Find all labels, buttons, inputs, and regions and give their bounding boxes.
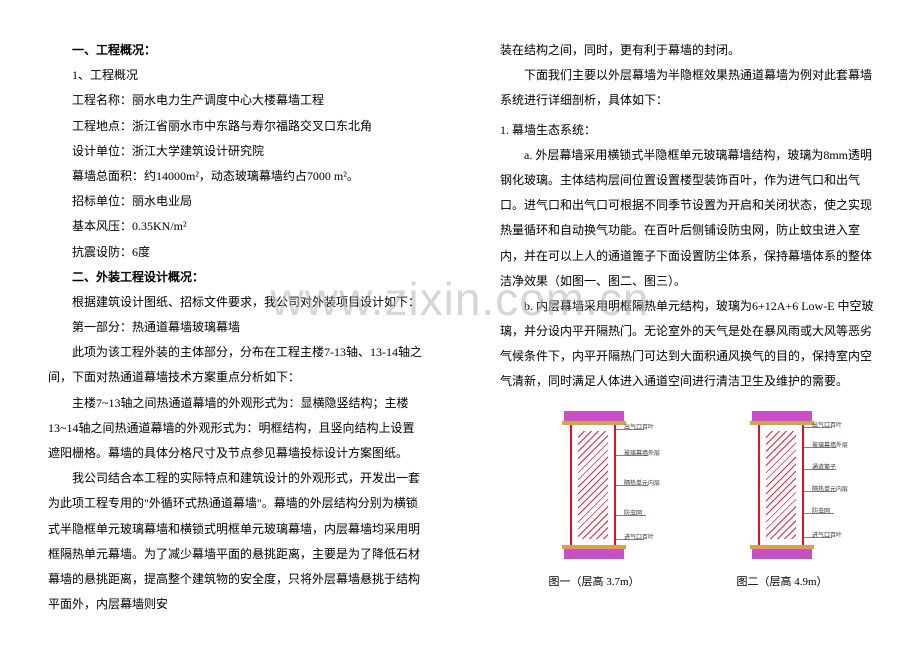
fig2-note-1: 出气口百叶 [812,423,842,431]
figure-2-wrap: 出气口百叶 玻璃幕墙外层 通道篦子 隔热单元内层 防虫网 进气口百叶 图二（层高… [712,405,852,594]
fig1-note-3: 隔热单元内层 [624,481,660,489]
line-tender: 招标单位：丽水电业局 [48,189,424,214]
figure-1: 出气口百叶 玻璃幕墙外层 隔热单元内层 防虫网 进气口百叶 [524,405,664,565]
fig2-vline-r [802,425,804,545]
fig2-hatch [766,431,796,539]
line-area: 幕墙总面积：约14000m²，动态玻璃幕墙约占7000 m²。 [48,164,424,189]
fig1-note-1: 出气口百叶 [624,425,654,433]
line-seismic: 抗震设防：6度 [48,240,424,265]
heading-2: 二、外装工程设计概况： [48,265,424,290]
para-3: 此项为该工程外装的主体部分，分布在工程主楼7-13轴、13-14轴之间，下面对热… [48,340,424,390]
figure-row: 出气口百叶 玻璃幕墙外层 隔热单元内层 防虫网 进气口百叶 图一（层高 3.7m… [500,405,876,594]
fig2-note-6: 进气口百叶 [812,533,842,541]
fig1-beam-top [564,411,624,421]
figure-2-caption: 图二（层高 4.9m） [736,571,827,594]
para-5: 我公司结合本工程的实际特点和建筑设计的外观形式，开发出一套为此项工程专用的"外循… [48,466,424,617]
figure-2: 出气口百叶 玻璃幕墙外层 通道篦子 隔热单元内层 防虫网 进气口百叶 [712,405,852,565]
para-r1: 装在结构之间，同时，更有利于幕墙的封闭。 [500,38,876,63]
line-wind: 基本风压：0.35KN/m² [48,214,424,239]
line-overview: 1、工程概况 [48,63,424,88]
line-proj-addr: 工程地点：浙江省丽水市中东路与寿尔福路交叉口东北角 [48,114,424,139]
line-proj-name: 工程名称：丽水电力生产调度中心大楼幕墙工程 [48,88,424,113]
fig2-vline-l [758,425,760,545]
fig2-note-3: 通道篦子 [812,465,836,473]
fig1-vline-l [570,425,572,545]
fig2-beam-top [752,411,812,421]
figure-1-caption: 图一（层高 3.7m） [548,571,639,594]
fig1-note-4: 防虫网 [624,511,642,519]
para-1: 根据建筑设计图纸、招标文件要求，我公司对外装项目设计如下： [48,290,424,315]
fig2-beam-bot [752,549,812,559]
fig1-note-5: 进气口百叶 [624,535,654,543]
sub-1: 1. 幕墙生态系统： [500,118,876,143]
para-2: 第一部分：热通道幕墙玻璃幕墙 [48,315,424,340]
fig1-beam-bot [564,549,624,559]
line-design-unit: 设计单位：浙江大学建筑设计研究院 [48,139,424,164]
para-rb: b. 内层幕墙采用明框隔热单元结构，玻璃为6+12A+6 Low-E 中空玻璃，… [500,294,876,395]
fig1-note-2: 玻璃幕墙外层 [624,451,660,459]
right-column: 装在结构之间，同时，更有利于幕墙的封闭。 下面我们主要以外层幕墙为半隐框效果热通… [460,0,920,651]
para-4: 主楼7~13轴之间热通道幕墙的外观形式为：显横隐竖结构；主楼13~14轴之间热通… [48,391,424,467]
fig2-note-5: 防虫网 [812,509,830,517]
left-column: 一、工程概况： 1、工程概况 工程名称：丽水电力生产调度中心大楼幕墙工程 工程地… [0,0,460,651]
figure-1-wrap: 出气口百叶 玻璃幕墙外层 隔热单元内层 防虫网 进气口百叶 图一（层高 3.7m… [524,405,664,594]
para-r2: 下面我们主要以外层幕墙为半隐框效果热通道幕墙为例对此套幕墙系统进行详细剖析，具体… [500,63,876,113]
para-ra: a. 外层幕墙采用横锁式半隐框单元玻璃幕墙结构，玻璃为8mm透明钢化玻璃。主体结… [500,143,876,294]
fig1-hatch [578,431,608,539]
fig2-note-4: 隔热单元内层 [812,487,848,495]
fig2-note-2: 玻璃幕墙外层 [812,443,848,451]
heading-1: 一、工程概况： [48,38,424,63]
